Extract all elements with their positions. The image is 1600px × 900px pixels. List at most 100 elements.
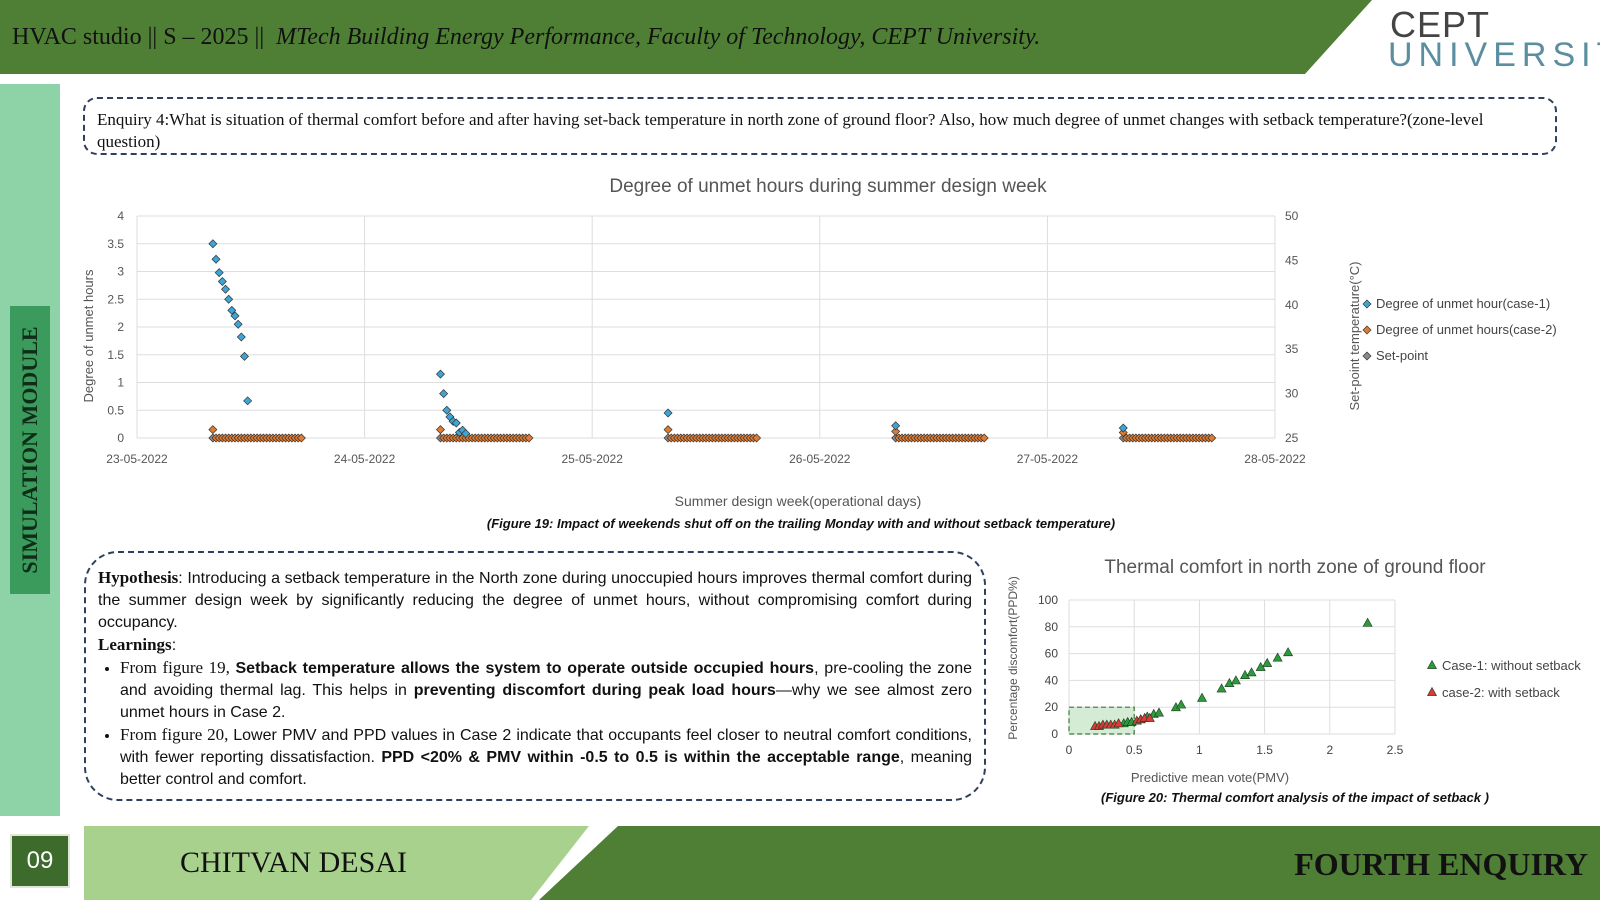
- header-subtitle: MTech Building Energy Performance, Facul…: [276, 24, 1041, 50]
- case1-point: [1362, 617, 1373, 627]
- x-tick-label: 2.5: [1387, 743, 1404, 757]
- case2-point: [208, 425, 218, 435]
- case1-point: [1283, 647, 1294, 657]
- header-title: HVAC studio || S – 2025 || MTech Buildin…: [12, 24, 1040, 51]
- author-name: CHITVAN DESAI: [180, 846, 407, 879]
- hypothesis-paragraph: Hypothesis: Introducing a setback temper…: [98, 567, 972, 634]
- learning-2-text: Lower PMV and PPD values in Case 2 indic…: [120, 727, 972, 766]
- y2-tick-label: 35: [1285, 342, 1299, 356]
- y2-tick-label: 30: [1285, 387, 1299, 401]
- logo-cept: CEPT: [1390, 4, 1491, 45]
- case1-point: [230, 311, 240, 321]
- x-tick-label: 0: [1066, 743, 1073, 757]
- case1-point: [243, 396, 253, 406]
- y-axis-ticks: 100 80 60 40 20 0: [1038, 593, 1058, 741]
- chart-points: [208, 239, 1217, 443]
- x-tick-label: 23-05-2022: [106, 452, 168, 466]
- case1-point: [1246, 667, 1257, 677]
- case1-point: [217, 276, 227, 286]
- learning-1-end: —why we see almost zero unmet hours in C…: [120, 682, 973, 721]
- x-tick-label: 2: [1326, 743, 1333, 757]
- hypothesis-heading: Hypothesis: [98, 568, 179, 587]
- header-prefix: HVAC studio || S – 2025 ||: [12, 24, 265, 50]
- case1-point: [891, 421, 901, 431]
- case1-point: [1196, 692, 1208, 702]
- legend-marker: [1362, 351, 1372, 361]
- y2-tick-label: 45: [1285, 253, 1299, 267]
- enquiry-box: Enquiry 4:What is situation of thermal c…: [83, 97, 1557, 155]
- x-axis-label: Summer design week(operational days): [675, 493, 922, 509]
- learning-item-2: From figure 20, Lower PMV and PPD values…: [120, 724, 972, 791]
- chart-legend: Degree of unmet hour(case-1) Degree of un…: [1362, 296, 1557, 363]
- legend-marker: [1426, 659, 1438, 669]
- y-tick-label: 1: [117, 376, 124, 390]
- case1-point: [1272, 652, 1283, 662]
- learnings-colon: :: [171, 637, 177, 654]
- legend-label: case-2: with setback: [1442, 685, 1560, 700]
- legend-marker: [1426, 686, 1438, 696]
- case1-point: [1176, 699, 1187, 709]
- case1-point: [1262, 657, 1273, 667]
- hypothesis-box: Hypothesis: Introducing a setback temper…: [84, 551, 986, 801]
- chart-title: Thermal comfort in north zone of ground …: [1104, 557, 1486, 578]
- case1-point: [451, 418, 461, 428]
- y-tick-label: 4: [117, 209, 124, 223]
- section-label: FOURTH ENQUIRY: [1294, 846, 1588, 882]
- case1-point: [221, 284, 231, 294]
- case1-point: [224, 294, 234, 304]
- case1-point: [1118, 423, 1128, 433]
- learning-1-lead: From figure 19,: [120, 658, 236, 677]
- learning-2-bold: PPD <20% & PMV within -0.5 to 0.5 is wit…: [381, 749, 900, 766]
- y2-tick-label: 50: [1285, 209, 1299, 223]
- y2-tick-label: 25: [1285, 431, 1299, 445]
- sidebar-module-label: SIMULATION MODULE: [17, 326, 42, 574]
- case2-point: [296, 433, 306, 443]
- case1-point: [208, 239, 218, 249]
- legend-label: Degree of unmet hours(case-2): [1376, 322, 1557, 337]
- case2-point: [524, 433, 534, 443]
- learnings-heading: Learnings: [98, 635, 172, 654]
- case1-point: [1153, 707, 1164, 717]
- case1-point: [663, 408, 673, 418]
- case2-point: [435, 425, 445, 435]
- x-tick-label: 25-05-2022: [562, 452, 624, 466]
- y-tick-label: 3: [117, 265, 124, 279]
- learnings-heading-row: Learnings:: [98, 634, 972, 657]
- case2-point: [1144, 712, 1155, 722]
- y-axis-label: Percentage discomfort(PPD%): [1006, 576, 1020, 739]
- x-tick-label: 1.5: [1256, 743, 1273, 757]
- chart-legend: Case-1: without setback case-2: with setb…: [1426, 658, 1581, 700]
- page-number: 09: [10, 834, 70, 888]
- learning-1-bold-b: preventing discomfort during peak load h…: [413, 682, 776, 699]
- y-tick-label: 80: [1045, 620, 1059, 634]
- legend-marker: [1362, 299, 1372, 309]
- enquiry-text: Enquiry 4:What is situation of thermal c…: [97, 110, 1484, 151]
- chart-points: [1090, 617, 1373, 730]
- header-band: [0, 0, 1372, 74]
- chart-title: Degree of unmet hours during summer desi…: [609, 176, 1047, 197]
- x-tick-label: 27-05-2022: [1017, 452, 1079, 466]
- legend-label: Degree of unmet hour(case-1): [1376, 296, 1550, 311]
- y-tick-label: 0.5: [107, 403, 124, 417]
- y-tick-label: 40: [1045, 673, 1059, 687]
- logo-university: UNIVERSITY: [1388, 36, 1600, 74]
- x-tick-label: 26-05-2022: [789, 452, 851, 466]
- case1-point: [1240, 669, 1251, 679]
- y2-axis-label: Set-point temperature(°C): [1347, 262, 1362, 411]
- footer-band: [84, 826, 1600, 900]
- legend-marker: [1362, 325, 1372, 335]
- x-axis-ticks: 0 0.5 1 1.5 2 2.5: [1066, 743, 1404, 757]
- case1-point: [1230, 675, 1241, 685]
- x-axis-label: Predictive mean vote(PMV): [1131, 770, 1289, 785]
- case1-point: [211, 254, 221, 264]
- y-tick-label: 1.5: [107, 348, 124, 362]
- x-tick-label: 28-05-2022: [1244, 452, 1306, 466]
- x-tick-label: 1: [1196, 743, 1203, 757]
- y2-tick-label: 40: [1285, 298, 1299, 312]
- case1-point: [439, 389, 449, 399]
- figure20-caption: (Figure 20: Thermal comfort analysis of …: [1101, 790, 1489, 805]
- learning-item-1: From figure 19, Setback temperature allo…: [120, 657, 972, 724]
- learning-1-mid: , pre-cooling the zone and avoiding ther…: [120, 660, 973, 699]
- y-tick-label: 0: [117, 431, 124, 445]
- y-tick-label: 100: [1038, 593, 1058, 607]
